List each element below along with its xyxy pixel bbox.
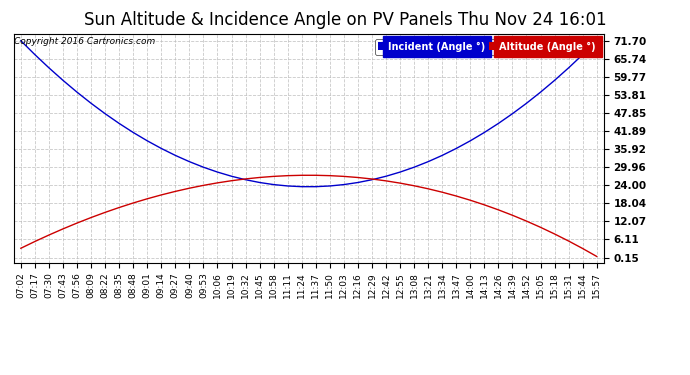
Text: Copyright 2016 Cartronics.com: Copyright 2016 Cartronics.com: [14, 37, 156, 46]
Legend: Incident (Angle °), Altitude (Angle °): Incident (Angle °), Altitude (Angle °): [375, 39, 599, 54]
Text: Sun Altitude & Incidence Angle on PV Panels Thu Nov 24 16:01: Sun Altitude & Incidence Angle on PV Pan…: [83, 11, 607, 29]
